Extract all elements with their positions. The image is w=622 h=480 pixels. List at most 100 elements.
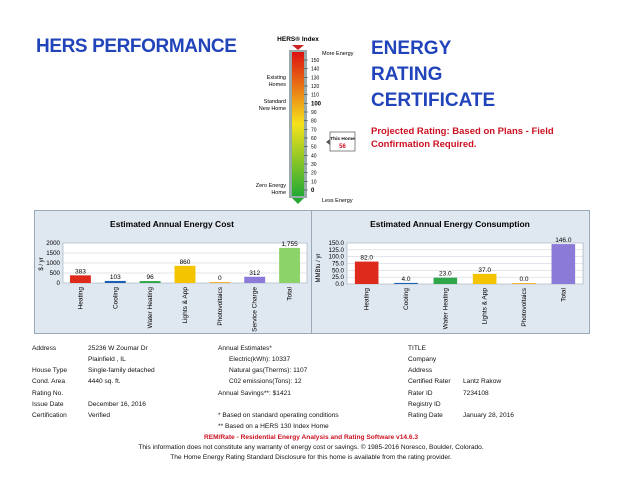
category-label: Lights & App (482, 288, 489, 325)
bar-value-label: 1,755 (281, 241, 298, 248)
disclosure-note: The Home Energy Rating Standard Disclosu… (170, 454, 452, 461)
category-label: Cooling (112, 287, 119, 309)
bar (472, 273, 497, 284)
cond-area-value: 4440 sq. ft. (88, 378, 121, 385)
scale-tick-label: 90 (311, 110, 317, 116)
bottom-arrow-icon (292, 198, 304, 204)
cost-chart-svg: Estimated Annual Energy Cost $ / yr 0 500… (39, 219, 308, 332)
scale-tick-label: 20 (311, 171, 317, 177)
hers-index-svg: HERS® Index 1501401301201101009080706050… (256, 35, 356, 204)
category-label: Water Heating (442, 288, 449, 330)
scale-tick-label: 150 (311, 58, 320, 64)
cond-area-label: Cond. Area (32, 378, 65, 385)
category-label: Lights & App (182, 287, 189, 324)
bar-value-label: 146.0 (555, 237, 572, 244)
bar-value-label: 82.0 (360, 255, 373, 262)
bar (69, 275, 91, 283)
charts-divider (311, 210, 312, 334)
consumption-chart-svg: Estimated Annual Energy Consumption MMBt… (316, 219, 584, 330)
bar-value-label: 860 (180, 259, 191, 266)
rater-id-label: Rater ID (408, 390, 433, 397)
scale-tick-label: 80 (311, 119, 317, 125)
bar (433, 277, 458, 284)
bar (209, 282, 231, 283)
scale-tick-label: 110 (311, 93, 319, 99)
existing-homes-label-2: Homes (269, 82, 287, 88)
bar-value-label: 4.0 (401, 276, 410, 283)
y-tick-label: 75.0 (332, 261, 345, 268)
y-tick-label: 125.0 (329, 247, 345, 254)
top-arrow-icon (292, 45, 304, 50)
y-tick-label: 2000 (46, 240, 60, 247)
bar-value-label: 383 (75, 268, 86, 275)
bar (512, 283, 536, 284)
y-tick-label: 25.0 (332, 274, 345, 281)
note-hers-130: ** Based on a HERS 130 Index Home (218, 423, 329, 430)
less-energy-label: Less Energy (322, 198, 353, 204)
bar-value-label: 0 (218, 275, 222, 282)
existing-homes-label-1: Existing (267, 75, 286, 81)
this-home-pointer-icon (326, 139, 330, 145)
company-label: Company (408, 356, 437, 363)
y-tick-label: 1500 (46, 250, 60, 257)
scale-tick-label: 130 (311, 75, 320, 81)
consumption-chart: Estimated Annual Energy Consumption MMBt… (312, 210, 588, 332)
rating-date-value: January 28, 2016 (463, 412, 514, 419)
scale-tick-label: 70 (311, 127, 317, 133)
warranty-disclaimer: This information does not constitute any… (138, 444, 484, 451)
cost-chart-title: Estimated Annual Energy Cost (110, 219, 234, 229)
software-credit: REM/Rate - Residential Energy Analysis a… (203, 434, 419, 441)
category-label: Heating (364, 288, 371, 311)
bar-value-label: 312 (249, 270, 260, 277)
scale-tick-label: 0 (311, 188, 315, 194)
certified-rater-label: Certified Rater (408, 378, 451, 385)
projected-rating-note: Projected Rating: Based on Plans - Field… (371, 126, 554, 150)
bar-value-label: 23.0 (439, 271, 452, 278)
this-home-value: 56 (339, 144, 346, 150)
more-energy-label: More Energy (322, 51, 354, 57)
address-label: Address (32, 345, 57, 352)
standard-home-label-2: New Home (259, 106, 286, 112)
scale-tick-label: 120 (311, 84, 320, 90)
scale-tick-label: 60 (311, 136, 317, 142)
title-label: TITLE (408, 345, 426, 352)
standard-home-label-1: Standard (264, 99, 286, 105)
category-label: Photovoltaics (217, 286, 224, 325)
scale-tick-label: 140 (311, 67, 320, 73)
consumption-chart-title: Estimated Annual Energy Consumption (370, 219, 530, 229)
bar (551, 244, 576, 284)
scale-tick-label: 50 (311, 145, 317, 151)
certificate-title-line2: RATING (371, 64, 443, 85)
certificate-title-line3: CERTIFICATE (371, 90, 496, 111)
bar (104, 280, 126, 283)
consumption-chart-ylabel: MMBtu / yr (316, 253, 322, 282)
category-label: Water Heating (147, 287, 154, 329)
company-address-label: Address (408, 367, 433, 374)
house-type-value: Single-family detached (88, 367, 155, 374)
certificate-title: ENERGY RATING CERTIFICATE (371, 36, 495, 114)
y-tick-label: 1000 (46, 260, 60, 267)
category-label: Photovoltaics (521, 287, 528, 326)
category-label: Heating (77, 287, 84, 310)
y-tick-label: 0 (57, 280, 61, 287)
registry-id-label: Registry ID (408, 401, 441, 408)
certification-value: Verified (88, 412, 110, 419)
category-label: Total (287, 286, 294, 300)
y-tick-label: 50.0 (332, 267, 345, 274)
gas-estimate: Natural gas(Therms): 1107 (229, 367, 308, 374)
bar-value-label: 0.0 (519, 276, 528, 283)
bar (139, 281, 161, 283)
bar (354, 261, 379, 284)
category-label: Service Charge (252, 287, 259, 332)
category-label: Cooling (403, 288, 410, 310)
scale-tick-label: 10 (311, 179, 317, 185)
hers-performance-title: HERS PERFORMANCE (36, 36, 237, 57)
y-tick-label: 100.0 (329, 254, 345, 261)
electric-estimate: Electric(kWh): 10337 (229, 356, 291, 363)
zero-energy-label-1: Zero Energy (256, 183, 287, 189)
address-line1: 25236 W Zoumar Dr (88, 345, 148, 352)
this-home-marker: This Home 56 (326, 131, 356, 152)
zero-energy-label-2: Home (271, 190, 286, 196)
category-label: Total (560, 287, 567, 301)
